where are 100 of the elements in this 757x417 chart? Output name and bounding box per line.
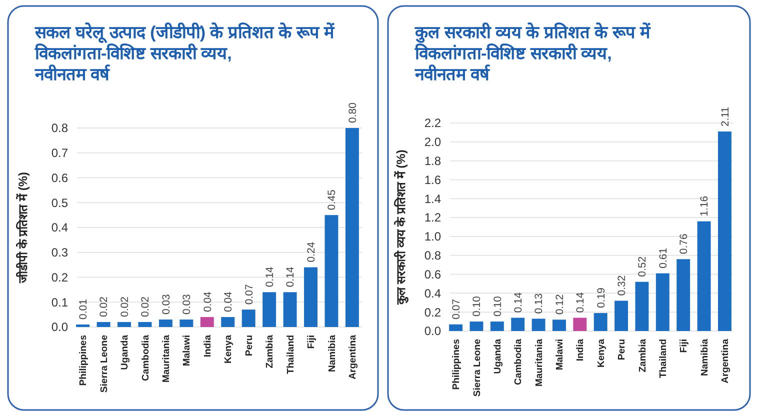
data-label: 0.24 [305,242,318,262]
data-label: 0.04 [222,291,235,312]
y-tick-label: 2.2 [424,116,442,130]
bar [490,322,504,331]
data-label: 0.52 [636,256,649,277]
bar [158,320,172,327]
data-label: 0.14 [264,266,276,288]
bar [697,221,711,331]
data-label: 0.61 [657,248,670,268]
bar [470,322,484,331]
x-tick-label: Fiji [678,339,690,353]
bar [656,273,670,331]
bar [552,320,566,331]
data-label: 0.14 [512,292,525,313]
y-tick-label: 0.2 [51,270,68,284]
x-tick-label: Cambodia [140,334,152,381]
data-label: 0.19 [595,287,608,308]
bar [138,322,152,327]
data-label: 0.12 [554,294,566,315]
y-tick-label: 0.4 [424,286,442,300]
x-tick-label: Kenya [223,334,234,364]
y-tick-label: 0.0 [424,324,442,338]
y-axis-title: कुल सरकारी व्यय के प्रतिशत में (%) [394,150,409,306]
data-label: 0.07 [243,284,256,305]
x-tick-label: Cambodia [513,338,524,385]
data-label: 0.14 [574,292,587,313]
y-tick-label: 0.7 [51,146,68,160]
bar [614,300,628,331]
x-tick-label: Sierra Leone [98,335,110,393]
y-tick-label: 0.4 [51,220,68,235]
bar [118,322,131,327]
x-tick-label: Argentina [720,338,732,384]
x-tick-label: Malawi [182,335,193,366]
x-tick-label: Thailand [285,334,296,374]
data-label: 0.14 [284,266,297,288]
bar [221,317,235,327]
bar [262,292,276,327]
bar [96,322,110,327]
data-label: 0.10 [492,296,504,317]
y-axis-title: जीडीपी के प्रतिशत में (%) [16,172,30,284]
bar [180,320,194,327]
x-tick-label: Namibia [699,338,710,376]
x-tick-label: Uganda [492,338,504,374]
y-tick-label: 0.6 [424,267,442,282]
y-tick-label: 1.0 [424,230,442,244]
bar [283,292,297,327]
bar [304,267,318,327]
data-label: 0.04 [202,291,214,312]
data-label: 0.01 [77,298,90,320]
x-tick-label: Namibia [326,334,338,372]
bar [676,259,690,331]
y-tick-label: 0.8 [51,121,68,136]
data-label: 0.76 [678,234,690,254]
data-label: 0.02 [140,296,152,318]
x-tick-label: Mauritania [534,338,545,387]
chart-title: कुल सरकारी व्यय के प्रतिशत के रूप में विकलांगता-विशिष्ट सरकारी व्यय, नवीनतम वर्ष [414,22,652,84]
data-label: 0.45 [326,189,338,210]
data-label: 0.02 [98,296,110,318]
y-tick-label: 1.2 [424,210,442,225]
bar [635,282,649,331]
x-tick-label: India [575,338,586,362]
data-label: 0.02 [118,296,131,318]
y-tick-label: 1.6 [424,172,442,187]
chart-title: सकल घरेलू उत्पाद (जीडीपी) के प्रतिशत के रूप में विकलांगता-विशिष्ट सरकारी व्यय, नवीनतम वर्ष [34,22,336,84]
bar [345,128,359,327]
bar [324,215,338,327]
data-label: 0.03 [160,294,172,315]
bar [449,324,463,331]
x-tick-label: Kenya [596,338,607,368]
y-tick-label: 0.6 [51,170,68,185]
data-label: 0.13 [533,293,546,314]
bar [718,132,732,331]
x-tick-label: Philippines [451,339,462,390]
bar [594,313,608,331]
y-tick-label: 0.3 [51,246,68,260]
data-label: 0.03 [181,294,194,315]
x-tick-label: Argentina [348,334,359,380]
x-tick-label: Mauritania [161,334,172,383]
y-tick-label: 1.4 [424,192,442,206]
y-tick-label: 1.8 [424,154,442,168]
y-tick-label: 0.8 [424,248,442,263]
y-tick-label: 0.0 [51,320,68,334]
x-tick-label: Uganda [120,334,131,370]
bar [573,318,587,331]
bar [532,318,546,331]
data-label: 0.10 [471,296,484,317]
x-tick-label: India [202,334,214,358]
x-tick-label: Thailand [658,338,669,378]
y-tick-label: 0.5 [51,196,68,210]
x-tick-label: Sierra Leone [472,339,483,397]
y-tick-label: 0.1 [51,295,68,310]
x-tick-label: Peru [616,338,628,360]
x-tick-label: Philippines [78,335,90,386]
x-tick-label: Peru [244,334,255,356]
bar [200,317,214,327]
x-tick-label: Malawi [554,339,566,370]
bar [242,310,256,327]
x-tick-label: Zambia [637,338,648,372]
data-label: 1.16 [698,196,711,216]
y-tick-label: 2.0 [424,135,442,150]
